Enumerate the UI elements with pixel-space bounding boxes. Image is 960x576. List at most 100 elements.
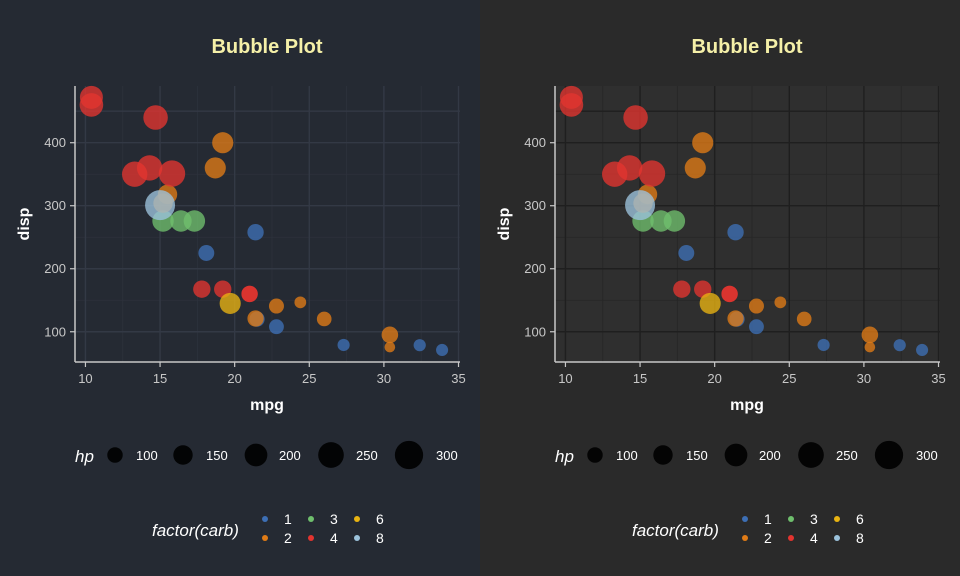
size-legend-label: 150 xyxy=(206,448,228,463)
color-legend-label: 2 xyxy=(284,530,292,546)
x-tick-label: 35 xyxy=(931,371,945,386)
size-legend-title: hp xyxy=(75,447,94,466)
color-legend-label: 1 xyxy=(764,511,772,527)
x-tick-label: 35 xyxy=(451,371,465,386)
y-tick-label: 100 xyxy=(44,324,66,339)
color-legend-label: 4 xyxy=(810,530,818,546)
size-legend: hp 100 150 200 250 300 xyxy=(75,440,458,470)
size-legend-key xyxy=(653,445,673,465)
data-point xyxy=(145,190,176,221)
color-legend-label: 6 xyxy=(856,511,864,527)
data-point xyxy=(678,245,695,261)
color-legend-key xyxy=(262,516,268,522)
data-point xyxy=(198,245,215,261)
data-point xyxy=(817,338,830,352)
y-tick-label: 200 xyxy=(44,261,66,276)
size-legend-title: hp xyxy=(555,447,574,466)
x-tick-label: 15 xyxy=(153,371,167,386)
x-tick-label: 25 xyxy=(782,371,796,386)
data-point xyxy=(625,190,656,221)
data-point xyxy=(337,338,350,352)
x-tick-label: 10 xyxy=(558,371,572,386)
color-legend: factor(carb) 1 2 3 4 6 8 xyxy=(152,511,384,546)
size-legend-key xyxy=(107,447,123,463)
data-point xyxy=(436,343,449,357)
size-legend-key xyxy=(173,445,193,465)
data-point xyxy=(158,160,186,187)
x-tick-label: 15 xyxy=(633,371,647,386)
size-legend-label: 250 xyxy=(836,448,858,463)
data-point xyxy=(623,105,648,130)
x-tick-label: 30 xyxy=(377,371,391,386)
data-point xyxy=(247,224,264,241)
data-point xyxy=(219,292,241,314)
color-legend-label: 4 xyxy=(330,530,338,546)
data-point xyxy=(893,339,906,352)
data-point xyxy=(193,280,211,298)
y-tick-label: 200 xyxy=(524,261,546,276)
size-legend-label: 100 xyxy=(136,448,158,463)
size-legend-label: 200 xyxy=(279,448,301,463)
points-layer xyxy=(559,85,929,357)
data-point xyxy=(294,296,307,309)
data-point xyxy=(79,93,104,117)
data-point xyxy=(268,298,284,314)
data-point xyxy=(721,285,738,303)
x-tick-label: 20 xyxy=(707,371,721,386)
panel-background xyxy=(0,0,480,576)
data-point xyxy=(122,161,148,187)
color-legend-label: 3 xyxy=(330,511,338,527)
size-legend-key xyxy=(874,440,904,470)
color-legend-key xyxy=(834,516,840,522)
size-legend-key xyxy=(318,442,344,468)
chart-title: Bubble Plot xyxy=(211,36,322,58)
color-legend-key xyxy=(742,516,748,522)
color-legend-key xyxy=(742,535,748,541)
color-legend-label: 2 xyxy=(764,530,772,546)
color-legend-title: factor(carb) xyxy=(632,521,719,540)
data-point xyxy=(796,311,812,327)
color-legend-key xyxy=(308,516,314,522)
color-legend-title: factor(carb) xyxy=(152,521,239,540)
data-point xyxy=(384,341,396,353)
data-point xyxy=(602,161,628,187)
data-point xyxy=(559,93,584,117)
y-tick-label: 300 xyxy=(524,198,546,213)
y-tick-label: 100 xyxy=(524,324,546,339)
color-legend-key xyxy=(788,535,794,541)
color-legend-key xyxy=(834,535,840,541)
data-point xyxy=(316,311,332,327)
data-point xyxy=(692,132,714,154)
data-point xyxy=(638,160,666,187)
data-point xyxy=(183,210,206,232)
data-point xyxy=(241,285,258,303)
data-point xyxy=(204,157,226,179)
data-point xyxy=(413,339,426,352)
y-tick-label: 300 xyxy=(44,198,66,213)
color-legend-key xyxy=(354,535,360,541)
data-point xyxy=(143,105,168,130)
data-point xyxy=(663,210,686,232)
x-axis-title: mpg xyxy=(730,397,764,414)
size-legend-key xyxy=(798,442,824,468)
size-legend-label: 150 xyxy=(686,448,708,463)
data-point xyxy=(212,132,234,154)
size-legend-label: 100 xyxy=(616,448,638,463)
data-point xyxy=(699,292,721,314)
data-point xyxy=(673,280,691,298)
color-legend-label: 1 xyxy=(284,511,292,527)
size-legend-key xyxy=(394,440,424,470)
size-legend-label: 300 xyxy=(916,448,938,463)
y-axis-title: disp xyxy=(16,207,33,240)
x-tick-label: 25 xyxy=(302,371,316,386)
x-tick-label: 30 xyxy=(857,371,871,386)
data-point xyxy=(684,157,706,179)
size-legend-key xyxy=(244,443,268,467)
size-legend-key xyxy=(587,447,603,463)
size-legend-label: 250 xyxy=(356,448,378,463)
data-point xyxy=(861,326,879,344)
size-legend-label: 300 xyxy=(436,448,458,463)
color-legend-label: 8 xyxy=(856,530,864,546)
